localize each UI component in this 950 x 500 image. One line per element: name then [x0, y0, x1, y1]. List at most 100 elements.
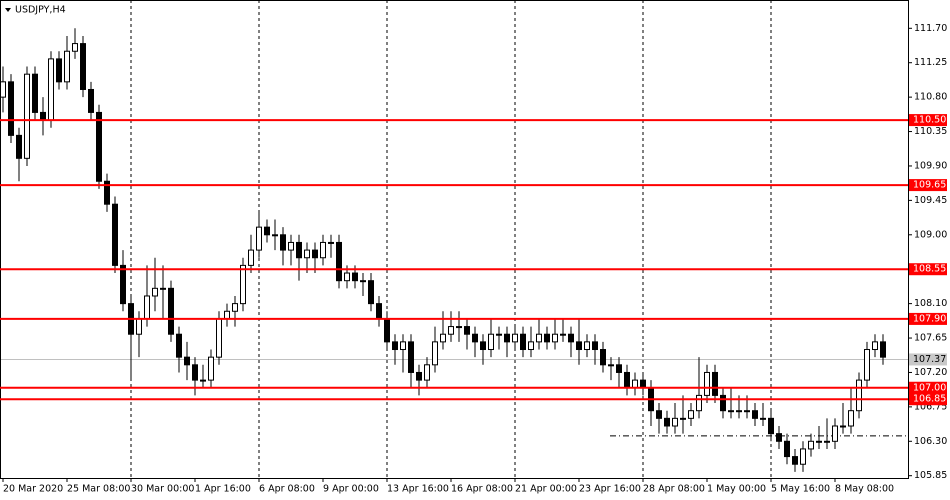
candle-body [696, 394, 702, 412]
x-tick-label: 1 Apr 16:00 [195, 484, 251, 495]
candle-body [704, 371, 710, 396]
candle-body [544, 333, 550, 343]
candle-body [680, 417, 686, 420]
candle-body [616, 364, 622, 373]
candle-body [8, 81, 14, 136]
candle-body [608, 364, 614, 367]
candle-body [560, 333, 566, 336]
candle-body [88, 88, 94, 113]
level-label: 107.00 [913, 382, 946, 393]
candle-body [784, 440, 790, 458]
candle-body [448, 326, 454, 335]
candle-body [16, 134, 22, 159]
candle-body [192, 364, 198, 381]
candle-body [424, 364, 430, 381]
candle-body [632, 379, 638, 389]
candle-body [32, 73, 38, 113]
candle-body [352, 272, 358, 282]
level-label: 108.55 [913, 264, 946, 275]
candle-body [200, 379, 206, 382]
x-tick-label: 5 May 16:00 [771, 484, 830, 495]
level-label-box [909, 381, 947, 394]
y-tick-label: 109.00 [914, 229, 947, 240]
candle-body [360, 280, 366, 283]
x-tick-label: 30 Mar 00:00 [131, 484, 194, 495]
candle-body [104, 180, 110, 205]
x-tick-label: 20 Mar 2020 [3, 484, 63, 495]
candle-body [264, 226, 270, 236]
x-tick-label: 23 Apr 16:00 [579, 484, 641, 495]
candle-body [856, 379, 862, 412]
candle-body [488, 333, 494, 351]
chart-title: USDJPY,H4 [15, 5, 66, 16]
candle-body [336, 241, 342, 282]
candle-body [176, 333, 182, 358]
current-price-label: 107.37 [913, 354, 946, 365]
candle-body [232, 303, 238, 312]
candle-body [848, 410, 854, 427]
y-tick-label: 107.65 [914, 333, 947, 344]
x-tick-label: 28 Apr 08:00 [643, 484, 705, 495]
y-tick-label: 105.85 [914, 470, 947, 481]
candle-body [528, 341, 534, 351]
level-label-box [909, 263, 947, 276]
candle-body [472, 333, 478, 343]
level-label: 110.50 [913, 115, 946, 126]
candle-body [64, 50, 70, 83]
candle-body [440, 333, 446, 343]
candle-body [536, 333, 542, 343]
candle-body [456, 326, 462, 329]
candle-body [184, 356, 190, 366]
candle-body [280, 234, 286, 251]
candle-body [768, 417, 774, 435]
current-price-box [909, 353, 947, 366]
candle-body [552, 333, 558, 343]
candle-body [496, 333, 502, 336]
candle-body [672, 417, 678, 427]
y-tick-label: 111.25 [914, 57, 947, 68]
menu-triangle[interactable] [5, 8, 11, 12]
candle-body [464, 326, 470, 335]
candle-body [792, 456, 798, 465]
level-label-box [909, 179, 947, 192]
candle-body [296, 241, 302, 259]
candle-body [512, 333, 518, 343]
candle-body [384, 318, 390, 343]
candle-body [752, 410, 758, 419]
candle-body [272, 234, 278, 237]
y-tick-label: 110.80 [914, 92, 947, 103]
candle-body [576, 341, 582, 351]
candle-body [728, 410, 734, 413]
candle-body [640, 379, 646, 389]
candle-body [824, 440, 830, 443]
candle-body [880, 341, 886, 358]
level-label: 107.90 [913, 313, 946, 324]
level-label-box [909, 312, 947, 325]
x-tick-label: 8 May 08:00 [835, 484, 894, 495]
x-tick-label: 1 May 00:00 [707, 484, 766, 495]
candle-body [736, 410, 742, 413]
x-tick-label: 25 Mar 08:00 [67, 484, 130, 495]
candle-body [112, 203, 118, 266]
candle-body [216, 318, 222, 358]
plot-frame [0, 0, 909, 479]
candle-body [392, 341, 398, 351]
candle-body [624, 371, 630, 389]
x-tick-label: 16 Apr 08:00 [451, 484, 513, 495]
y-tick-label: 108.10 [914, 298, 947, 309]
candle-body [40, 111, 46, 121]
candle-body [136, 318, 142, 335]
candle-body [208, 356, 214, 381]
candle-body [304, 249, 310, 259]
candle-body [144, 295, 150, 320]
candle-body [24, 73, 30, 159]
candle-body [376, 303, 382, 320]
candle-body [592, 341, 598, 351]
candle-body [160, 287, 166, 290]
candle-body [568, 333, 574, 343]
candle-body [872, 341, 878, 351]
candle-body [240, 264, 246, 305]
level-label-box [909, 393, 947, 406]
